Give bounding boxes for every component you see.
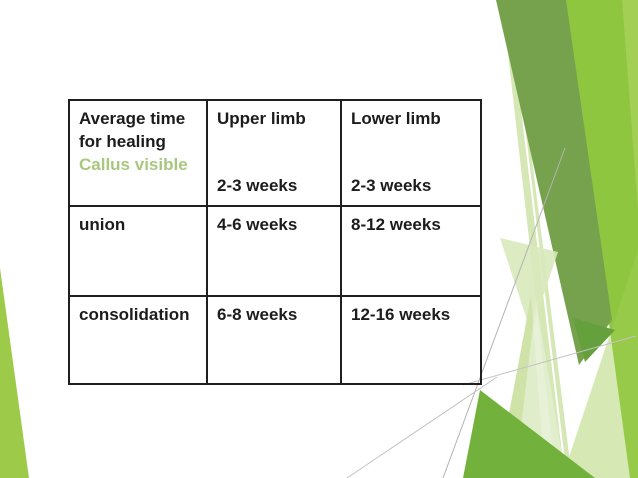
- facet-dark-band: [496, 0, 612, 365]
- cell-row-title: Average time for healing Callus visible: [68, 99, 208, 207]
- union-lower-value: 8-12 weeks: [340, 205, 482, 297]
- lower-limb-header-label: Lower limb: [351, 109, 441, 128]
- table-header-row: Average time for healing Callus visible …: [68, 99, 482, 207]
- table-row-union: union 4-6 weeks 8-12 weeks: [68, 205, 482, 297]
- table-row-consolidation: consolidation 6-8 weeks 12-16 weeks: [68, 295, 482, 385]
- union-label: union: [68, 205, 208, 297]
- facet-light-edge-wedge: [622, 0, 638, 210]
- facet-gray-hairline-3: [346, 376, 498, 478]
- lower-limb-callus-value: 2-3 weeks: [351, 175, 432, 195]
- consolidation-label: consolidation: [68, 295, 208, 385]
- row-title-line2: for healing: [79, 132, 166, 152]
- facet-medium-bottom-triangle: [463, 390, 595, 478]
- consolidation-upper-value: 6-8 weeks: [206, 295, 342, 385]
- row-subtitle-callus-visible: Callus visible: [79, 155, 188, 175]
- facet-gray-hairline-1: [442, 147, 566, 478]
- cell-lower-limb-header: Lower limb 2-3 weeks: [340, 99, 482, 207]
- union-upper-value: 4-6 weeks: [206, 205, 342, 297]
- facet-gray-hairline-2: [462, 335, 637, 386]
- cell-upper-limb-header: Upper limb 2-3 weeks: [206, 99, 342, 207]
- left-bottom-wedge: [0, 268, 29, 478]
- consolidation-lower-value: 12-16 weeks: [340, 295, 482, 385]
- healing-times-table: Average time for healing Callus visible …: [68, 99, 482, 385]
- row-title-line1: Average time: [79, 109, 186, 128]
- facet-bright-base-wedge: [565, 0, 638, 478]
- facet-pale-mid-triangle: [500, 238, 558, 332]
- upper-limb-header-label: Upper limb: [217, 109, 306, 128]
- upper-limb-callus-value: 2-3 weeks: [217, 175, 298, 195]
- facet-bright-lower-overlay: [562, 250, 638, 478]
